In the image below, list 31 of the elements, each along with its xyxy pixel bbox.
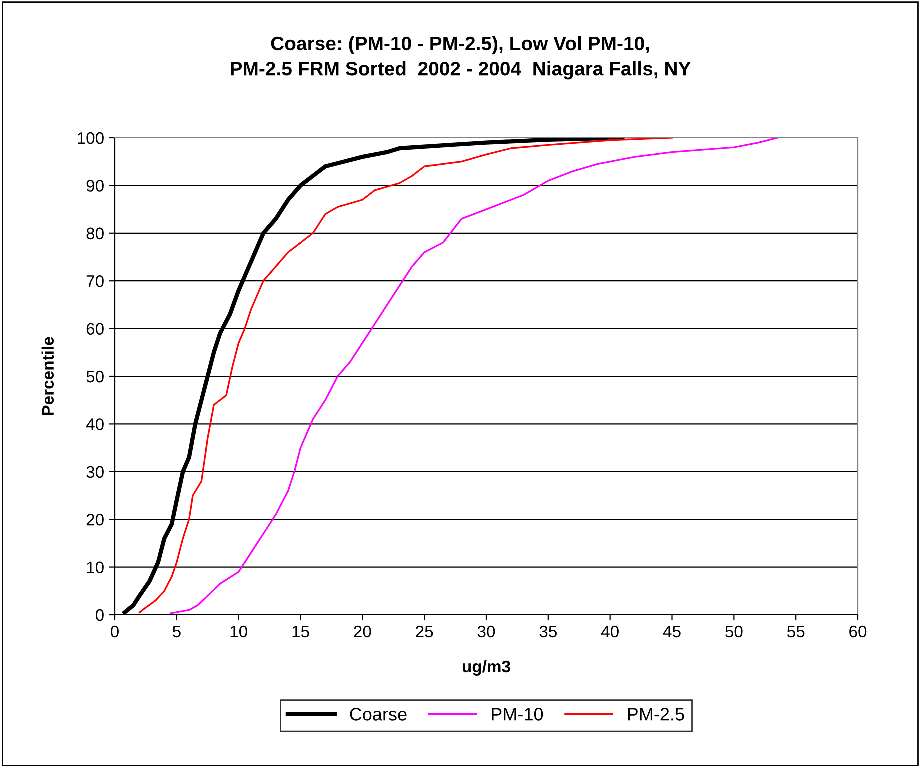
y-tick-label: 50 [86,370,104,383]
legend-label: PM-10 [492,708,544,721]
y-tick-label: 30 [86,466,104,478]
y-tick-label: 60 [86,323,104,336]
y-tick-label: 90 [86,180,104,192]
legend-label: Coarse [350,708,407,721]
line-series [170,138,778,614]
x-tick-label: 40 [601,626,619,638]
x-tick-label: 0 [111,626,119,638]
y-tick-label: 0 [96,609,104,622]
x-tick-label: 15 [292,626,310,638]
y-tick-label: 70 [86,276,104,288]
x-tick-label: 10 [230,626,248,638]
y-tick-label: 100 [78,132,104,144]
x-tick-label: 45 [663,626,681,638]
x-tick-label: 35 [540,626,557,638]
x-tick-label: 50 [726,626,743,638]
y-tick-label: 10 [87,562,104,574]
x-tick-label: 60 [850,626,867,638]
y-tick-label: 40 [86,418,104,430]
legend-label: PM-2.5 [628,708,684,721]
x-tick-label: 25 [416,626,434,638]
x-tick-label: 55 [787,626,805,638]
y-axis-title: Percentile [42,337,54,416]
x-tick-label: 5 [172,626,181,638]
y-tick-label: 80 [86,228,104,240]
x-tick-label: 30 [478,626,496,638]
x-axis-title: ug/m3 [462,660,510,676]
x-tick-label: 20 [354,626,372,638]
y-tick-label: 20 [86,514,104,526]
chart-title: Coarse: (PM-10 - PM-2.5), Low Vol PM-10, PM-2.5 FRM Sorted 2002 - 2004 Niagara Falls, NY [231,36,691,80]
